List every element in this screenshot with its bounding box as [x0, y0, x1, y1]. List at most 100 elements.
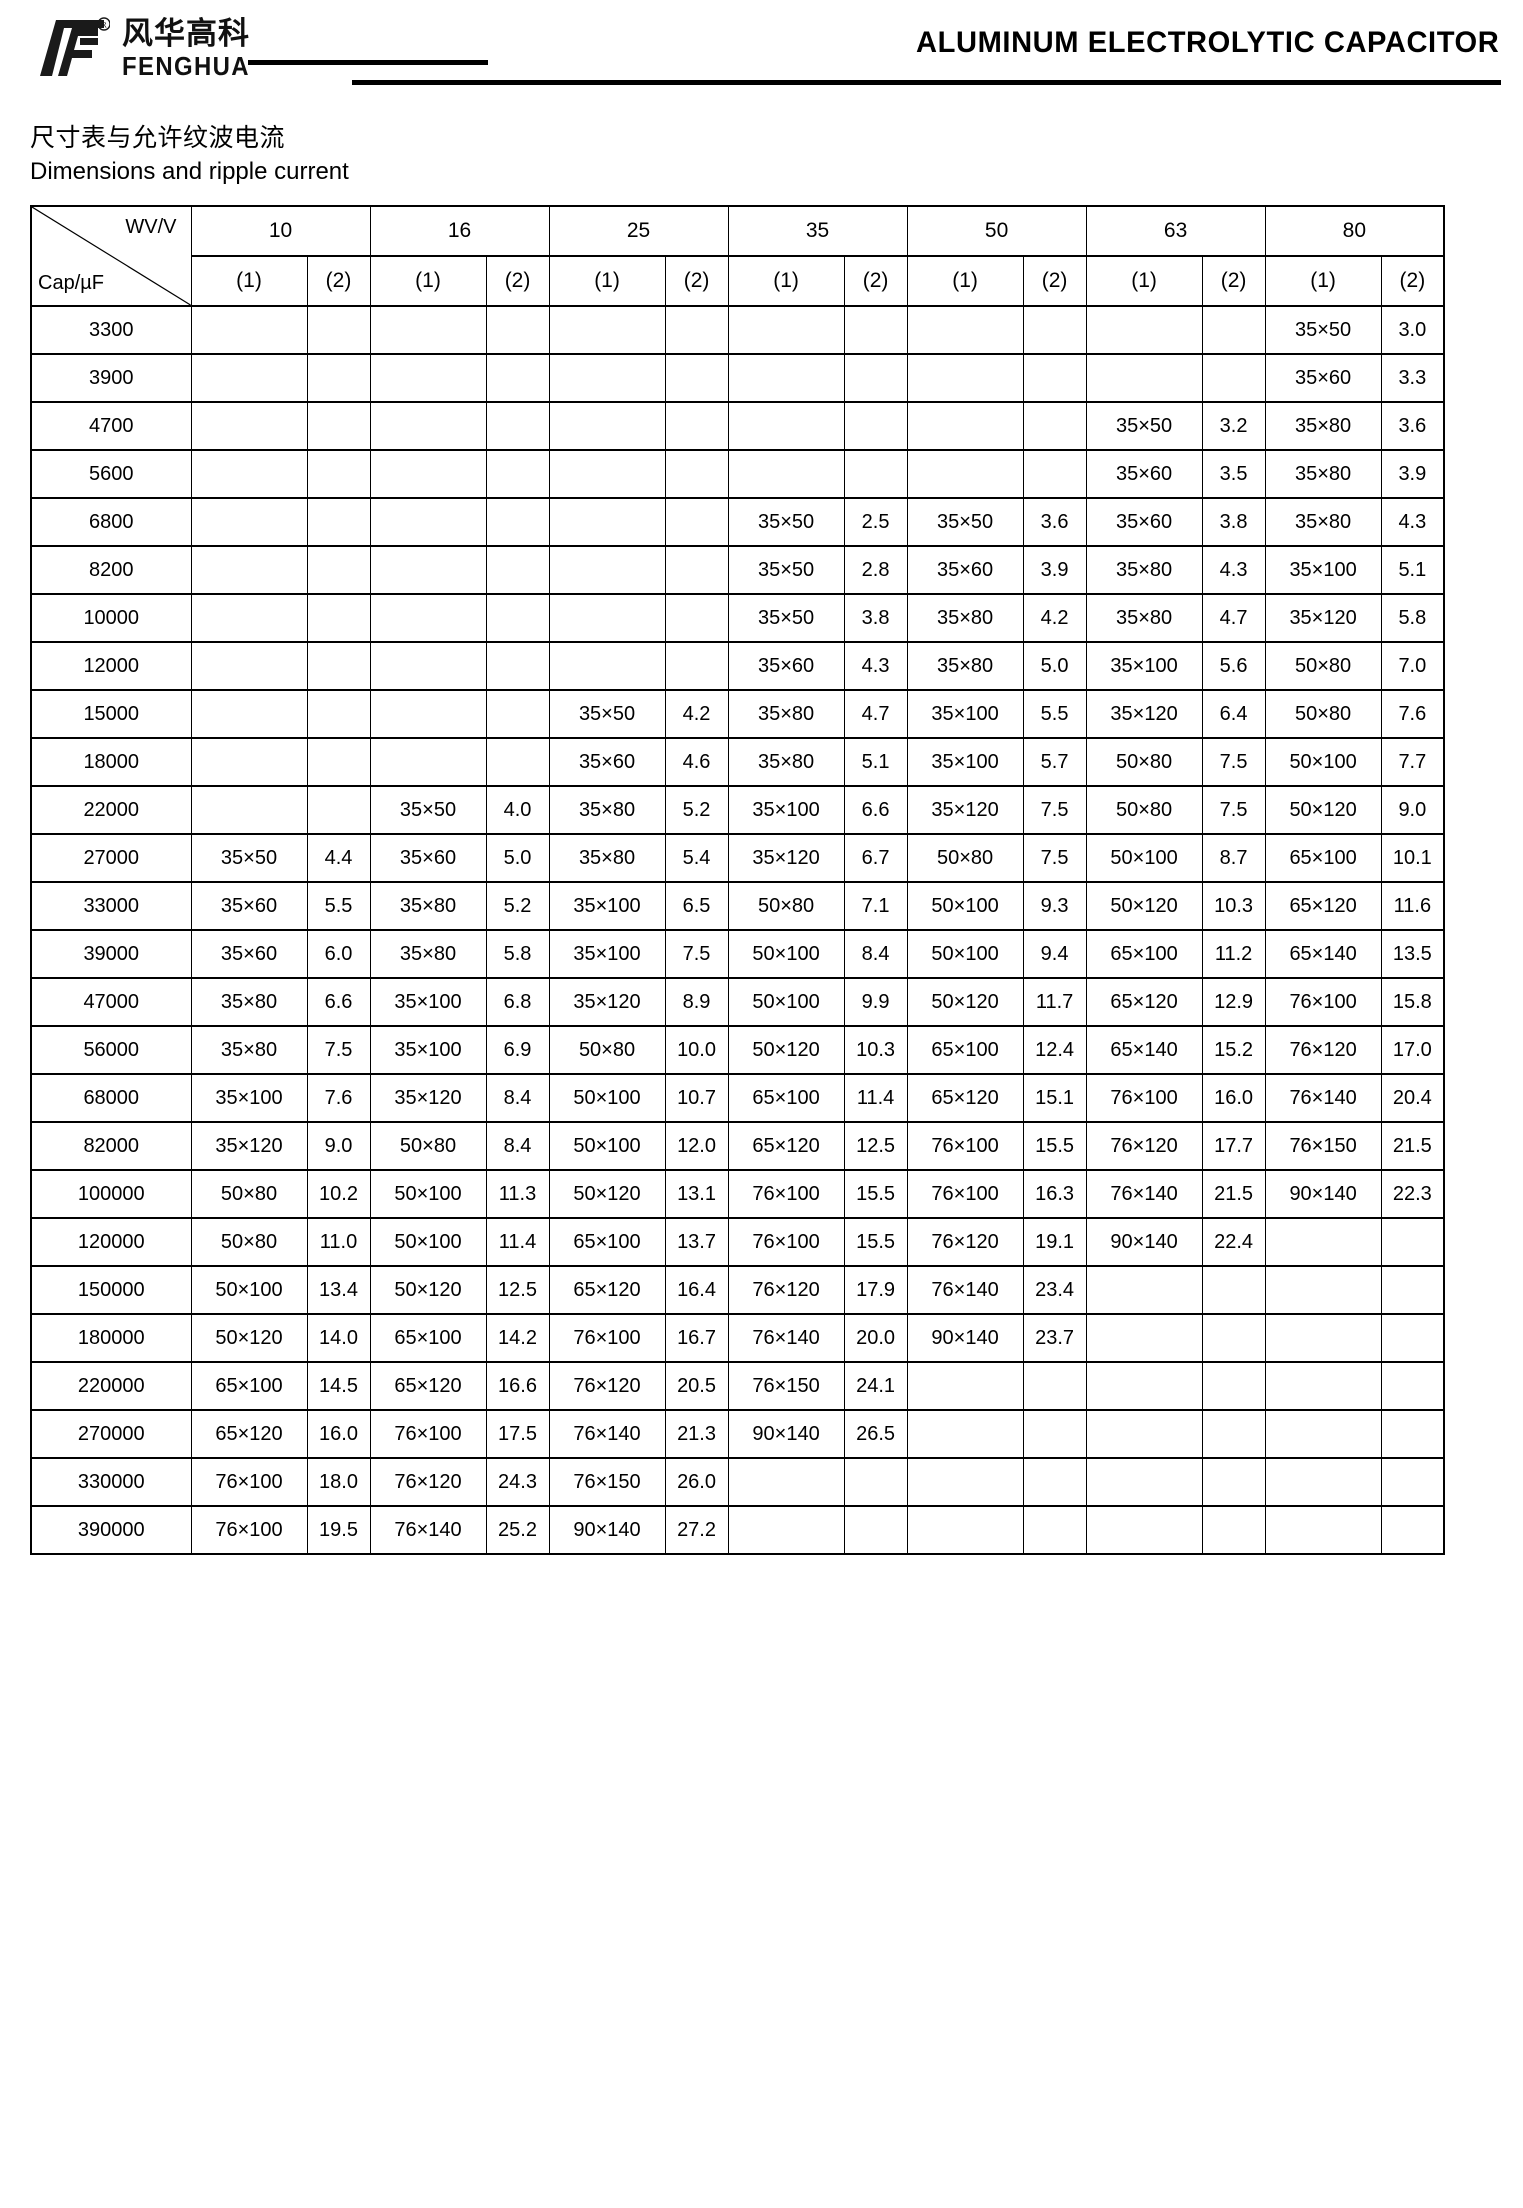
cell-ripple-current: 8.7: [1201, 833, 1266, 884]
header-row-subcolumns: (1) (2) (1) (2) (1) (2) (1) (2) (1) (2) (1) (2) (1)(…: [31, 255, 1445, 308]
cell-dimension: 35×100: [727, 785, 845, 836]
cell-ripple-current: 7.5: [306, 1025, 371, 1076]
cell-ripple-current: [1201, 305, 1266, 356]
cell-dimension: 35×80: [548, 785, 666, 836]
cell-dimension: 65×100: [548, 1217, 666, 1268]
cell-ripple-current: 12.4: [1022, 1025, 1087, 1076]
cell-ripple-current: 4.3: [843, 641, 908, 692]
cell-dimension: 76×100: [190, 1505, 308, 1556]
cell-ripple-current: 4.0: [485, 785, 550, 836]
cell-dimension: 65×100: [906, 1025, 1024, 1076]
cell-dimension: 35×80: [1264, 497, 1382, 548]
voltage-header-16: 16: [369, 205, 550, 258]
cell-ripple-current: [843, 1505, 908, 1556]
cell-dimension: 50×120: [548, 1169, 666, 1220]
cell-ripple-current: [843, 1457, 908, 1508]
cell-ripple-current: 7.6: [306, 1073, 371, 1124]
cell-dimension: 65×120: [548, 1265, 666, 1316]
section-title-cn: 尺寸表与允许纹波电流: [30, 123, 286, 152]
cell-ripple-current: [1022, 1409, 1087, 1460]
cell-dimension: [548, 401, 666, 452]
cell-ripple-current: 4.6: [664, 737, 729, 788]
cell-dimension: 65×120: [190, 1409, 308, 1460]
cell-dimension: 35×100: [548, 929, 666, 980]
cell-ripple-current: 14.5: [306, 1361, 371, 1412]
cell-dimension: [727, 401, 845, 452]
cell-dimension: [369, 737, 487, 788]
cell-dimension: 35×60: [190, 929, 308, 980]
cell-ripple-current: 9.3: [1022, 881, 1087, 932]
table-row: 56000 35×80 7.5 35×100 6.9 50×80 10.0 50×120 10.…: [30, 1025, 1445, 1076]
subheader-50-dimension: (1): [906, 255, 1024, 308]
cell-dimension: [906, 1409, 1024, 1460]
cell-ripple-current: 10.1: [1380, 833, 1445, 884]
cell-dimension: 50×100: [369, 1217, 487, 1268]
cell-ripple-current: [1201, 353, 1266, 404]
cell-ripple-current: 4.3: [1380, 497, 1445, 548]
cell-ripple-current: 17.5: [485, 1409, 550, 1460]
cell-ripple-current: 16.7: [664, 1313, 729, 1364]
row-capacitance-value: 390000: [30, 1505, 192, 1556]
cell-ripple-current: 18.0: [306, 1457, 371, 1508]
cell-dimension: 50×100: [548, 1121, 666, 1172]
cell-ripple-current: 25.2: [485, 1505, 550, 1556]
cell-ripple-current: 6.8: [485, 977, 550, 1028]
cell-ripple-current: 3.8: [1201, 497, 1266, 548]
cell-ripple-current: 5.1: [843, 737, 908, 788]
cell-dimension: [727, 1457, 845, 1508]
cell-dimension: [369, 593, 487, 644]
cell-dimension: [1085, 1409, 1203, 1460]
cell-dimension: [548, 353, 666, 404]
cell-ripple-current: [664, 545, 729, 596]
table-row: 12000 35×60 4.3 35×80 5.0 35×100 5.6 50×80 7.0: [30, 641, 1445, 692]
cell-ripple-current: 26.5: [843, 1409, 908, 1460]
cell-ripple-current: 26.0: [664, 1457, 729, 1508]
cell-ripple-current: 5.8: [1380, 593, 1445, 644]
cell-ripple-current: [664, 449, 729, 500]
cell-ripple-current: 14.2: [485, 1313, 550, 1364]
cell-dimension: 35×50: [727, 593, 845, 644]
subheader-16-dimension: (1): [369, 255, 487, 308]
cell-ripple-current: 13.1: [664, 1169, 729, 1220]
cell-ripple-current: 7.5: [1022, 785, 1087, 836]
cell-dimension: [190, 641, 308, 692]
cell-dimension: 50×100: [1085, 833, 1203, 884]
cell-dimension: 76×140: [1264, 1073, 1382, 1124]
row-capacitance-value: 33000: [30, 881, 192, 932]
cell-dimension: 35×80: [906, 593, 1024, 644]
row-capacitance-value: 12000: [30, 641, 192, 692]
subheader-25-dimension: (1): [548, 255, 666, 308]
cell-ripple-current: 8.4: [485, 1121, 550, 1172]
cell-ripple-current: 11.4: [843, 1073, 908, 1124]
voltage-header-35: 35: [727, 205, 908, 258]
cell-ripple-current: 16.0: [1201, 1073, 1266, 1124]
cell-dimension: 76×100: [369, 1409, 487, 1460]
cell-ripple-current: 20.5: [664, 1361, 729, 1412]
row-capacitance-value: 68000: [30, 1073, 192, 1124]
cell-ripple-current: 2.8: [843, 545, 908, 596]
cell-ripple-current: 7.5: [1201, 785, 1266, 836]
cell-ripple-current: 7.5: [1022, 833, 1087, 884]
cell-dimension: 50×80: [1264, 689, 1382, 740]
cell-dimension: 35×60: [1085, 497, 1203, 548]
cell-dimension: [906, 401, 1024, 452]
cell-dimension: 65×120: [369, 1361, 487, 1412]
cell-dimension: 76×100: [727, 1217, 845, 1268]
cell-dimension: 35×100: [1085, 641, 1203, 692]
cell-dimension: 90×140: [727, 1409, 845, 1460]
cell-ripple-current: [1380, 1409, 1445, 1460]
cell-dimension: 35×80: [727, 689, 845, 740]
cell-ripple-current: 3.6: [1022, 497, 1087, 548]
cell-dimension: 35×60: [369, 833, 487, 884]
voltage-header-25: 25: [548, 205, 729, 258]
cell-dimension: 35×80: [369, 881, 487, 932]
cell-dimension: 50×100: [548, 1073, 666, 1124]
table-row: 47000 35×80 6.6 35×100 6.8 35×120 8.9 50×100 9.9…: [30, 977, 1445, 1028]
cell-dimension: [1085, 305, 1203, 356]
subheader-63-ripple: (2): [1201, 255, 1266, 308]
cell-dimension: 35×60: [190, 881, 308, 932]
cell-dimension: 65×120: [906, 1073, 1024, 1124]
cell-ripple-current: 21.5: [1201, 1169, 1266, 1220]
row-capacitance-value: 4700: [30, 401, 192, 452]
cell-dimension: 35×100: [369, 977, 487, 1028]
